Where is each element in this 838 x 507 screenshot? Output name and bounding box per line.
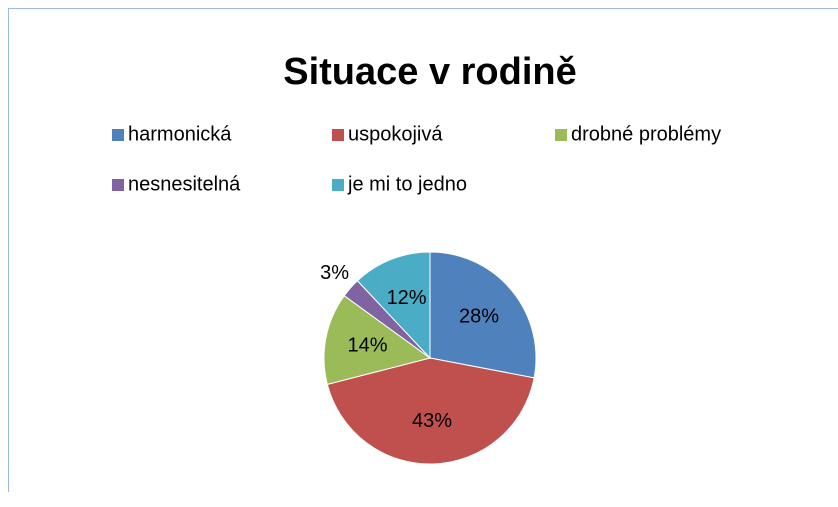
data-label: 3% <box>320 262 349 284</box>
chart-title: Situace v rodině <box>283 51 577 93</box>
data-label: 14% <box>348 334 388 356</box>
legend-label: je mi to jedno <box>347 173 467 195</box>
legend-label: nesnesitelná <box>128 173 241 195</box>
legend-swatch <box>332 129 344 141</box>
legend-label: harmonická <box>128 123 232 145</box>
data-label: 12% <box>387 287 427 309</box>
legend-swatch <box>112 179 124 191</box>
pie-slice <box>356 251 431 360</box>
legend-swatch <box>555 129 567 141</box>
legend-swatch <box>112 129 124 141</box>
pie-slice <box>429 251 537 379</box>
data-label: 28% <box>459 306 499 328</box>
legend-swatch <box>332 179 344 191</box>
legend-label: drobné problémy <box>571 123 721 145</box>
pie-slice <box>326 357 535 465</box>
pie-slice <box>323 294 432 385</box>
data-label: 43% <box>412 410 452 432</box>
legend-label: uspokojivá <box>348 123 443 145</box>
